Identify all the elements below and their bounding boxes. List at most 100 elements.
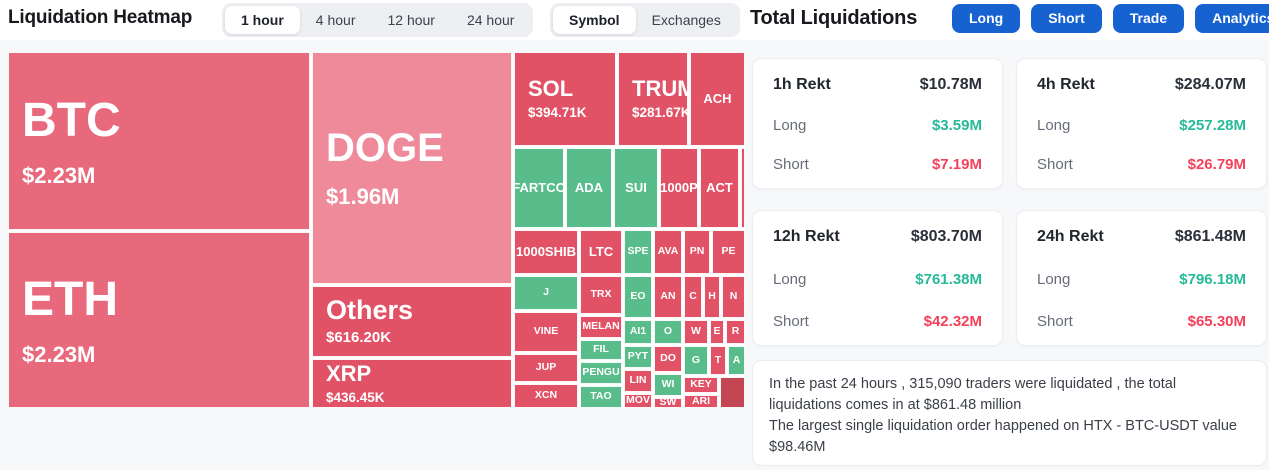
treemap-cell-AVA[interactable]: AVA	[654, 230, 682, 274]
treemap-cell-KEY[interactable]: KEY	[684, 377, 718, 393]
rekt-card-1h: 1h Rekt $10.78M Long $3.59M Short $7.19M	[752, 58, 1003, 189]
short-value: $42.32M	[923, 313, 982, 330]
treemap-cell-XCN[interactable]: XCN	[514, 384, 578, 408]
treemap-cell-TRUMP[interactable]: TRUMP $281.67K	[618, 52, 688, 146]
treemap-cell-LTC[interactable]: LTC	[580, 230, 622, 274]
treemap-cell-ETH[interactable]: ETH $2.23M	[8, 232, 310, 408]
cell-symbol: AI1	[629, 325, 647, 338]
cell-symbol: T	[714, 353, 722, 366]
cell-symbol: E	[713, 325, 721, 338]
tab-4-hour[interactable]: 4 hour	[315, 12, 356, 28]
treemap-cell-VINE[interactable]: VINE	[514, 312, 578, 352]
cell-symbol: XCN	[534, 389, 558, 402]
cell-symbol: KEY	[690, 378, 712, 391]
treemap-cell-sliver[interactable]	[720, 377, 745, 408]
short-label: Short	[773, 313, 809, 330]
cell-symbol: 1000P	[660, 179, 698, 195]
treemap-cell-MELAN[interactable]: MELAN	[580, 316, 622, 338]
treemap-cell-JUP[interactable]: JUP	[514, 354, 578, 382]
cell-symbol: TAO	[590, 390, 612, 403]
tab-12-hour[interactable]: 12 hour	[387, 12, 435, 28]
treemap-cell-DOGE[interactable]: DOGE $1.96M	[312, 52, 512, 284]
treemap-cell-PN[interactable]: PN	[684, 230, 710, 274]
treemap-cell-A[interactable]: A	[728, 346, 745, 375]
treemap-cell-SPE[interactable]: SPE	[624, 230, 652, 274]
treemap-cell-XRP[interactable]: XRP $436.45K	[312, 359, 512, 408]
treemap-cell-TAO[interactable]: TAO	[580, 386, 622, 408]
treemap-cell-T[interactable]: T	[710, 346, 726, 375]
treemap-cell-FIL[interactable]: FIL	[580, 340, 622, 360]
panel-button-group: Long Short Trade Analytics	[952, 4, 1269, 33]
treemap-cell-TRX[interactable]: TRX	[580, 276, 622, 314]
tab-exchanges[interactable]: Exchanges	[651, 12, 721, 28]
cell-symbol: C	[689, 290, 697, 303]
treemap-cell-FARTCO[interactable]: FARTCO	[514, 148, 564, 228]
treemap-cell-1000P[interactable]: 1000P	[660, 148, 698, 228]
tab-1-hour[interactable]: 1 hour	[225, 6, 300, 34]
treemap-cell-SOL[interactable]: SOL $394.71K	[514, 52, 616, 146]
treemap-cell-PE[interactable]: PE	[712, 230, 745, 274]
cell-symbol: ADA	[574, 179, 604, 195]
analytics-button[interactable]: Analytics	[1195, 4, 1269, 33]
treemap-cell-G[interactable]: G	[684, 346, 708, 375]
mode-tab-group: Symbol Exchanges	[550, 3, 740, 37]
cell-symbol: SW	[659, 398, 677, 408]
cell-symbol: JUP	[535, 361, 557, 374]
treemap-cell-C[interactable]: C	[684, 276, 702, 318]
treemap-cell-R[interactable]: R	[726, 320, 745, 344]
cell-symbol: PE	[721, 245, 736, 258]
short-value: $65.30M	[1187, 313, 1246, 330]
cell-symbol: AN	[660, 290, 676, 303]
long-label: Long	[1037, 116, 1071, 134]
cell-symbol: TRX	[590, 288, 612, 301]
card-title: 4h Rekt	[1037, 76, 1095, 93]
long-button[interactable]: Long	[952, 4, 1021, 33]
cell-symbol: ACT	[706, 179, 733, 195]
treemap-cell-EO[interactable]: EO	[624, 276, 652, 318]
treemap-cell-H[interactable]: H	[704, 276, 720, 318]
cell-symbol: FARTCO	[514, 179, 564, 195]
treemap-cell-SUI[interactable]: SUI	[614, 148, 658, 228]
treemap-cell-PYT[interactable]: PYT	[624, 346, 652, 368]
treemap-cell-N[interactable]: N	[722, 276, 745, 318]
treemap-cell-ACH[interactable]: ACH	[690, 52, 745, 146]
treemap-cell-DO[interactable]: DO	[654, 346, 682, 372]
cell-symbol: SUI	[625, 179, 647, 195]
trade-button[interactable]: Trade	[1112, 4, 1185, 33]
treemap-cell-AI1[interactable]: AI1	[624, 320, 652, 344]
treemap-cell-W[interactable]: W	[684, 320, 708, 344]
cell-symbol: ARI	[691, 395, 711, 407]
summary-line-2: The largest single liquidation order hap…	[769, 418, 1238, 455]
treemap-cell-SW[interactable]: SW	[654, 398, 682, 408]
total-liquidations-title: Total Liquidations	[750, 7, 918, 29]
treemap-cell-LIN[interactable]: LIN	[624, 370, 652, 392]
treemap-cell-AN[interactable]: AN	[654, 276, 682, 318]
cell-symbol: G	[691, 353, 701, 366]
treemap-cell-PENGU[interactable]: PENGU	[580, 362, 622, 384]
summary-line-1: In the past 24 hours , 315,090 traders w…	[769, 376, 1177, 413]
treemap-cell-MOV[interactable]: MOV	[624, 394, 652, 408]
cell-symbol: ACH	[703, 90, 732, 106]
treemap-cell-J[interactable]: J	[514, 276, 578, 310]
treemap-cell-ADA[interactable]: ADA	[566, 148, 612, 228]
long-value: $761.38M	[915, 271, 982, 288]
treemap-cell-BTC[interactable]: BTC $2.23M	[8, 52, 310, 230]
cell-symbol: N	[729, 290, 738, 303]
treemap-cell-ARI[interactable]: ARI	[684, 395, 718, 408]
short-button[interactable]: Short	[1031, 4, 1102, 33]
treemap-cell-1000SHIB[interactable]: 1000SHIB	[514, 230, 578, 274]
tab-symbol[interactable]: Symbol	[553, 6, 636, 34]
treemap-cell-WI[interactable]: WI	[654, 374, 682, 396]
cell-symbol: EO	[630, 290, 646, 303]
treemap-cell-E[interactable]: E	[710, 320, 724, 344]
cell-symbol: PN	[689, 245, 705, 258]
cell-symbol: VINE	[533, 325, 559, 338]
cell-symbol: BTC	[22, 93, 121, 147]
treemap-cell-sliver[interactable]	[741, 148, 745, 228]
treemap-cell-O[interactable]: O	[654, 320, 682, 344]
treemap-cell-Others[interactable]: Others $616.20K	[312, 286, 512, 357]
cell-symbol: J	[543, 286, 549, 299]
short-label: Short	[1037, 156, 1073, 173]
treemap-cell-ACT[interactable]: ACT	[700, 148, 739, 228]
tab-24-hour[interactable]: 24 hour	[466, 12, 515, 28]
